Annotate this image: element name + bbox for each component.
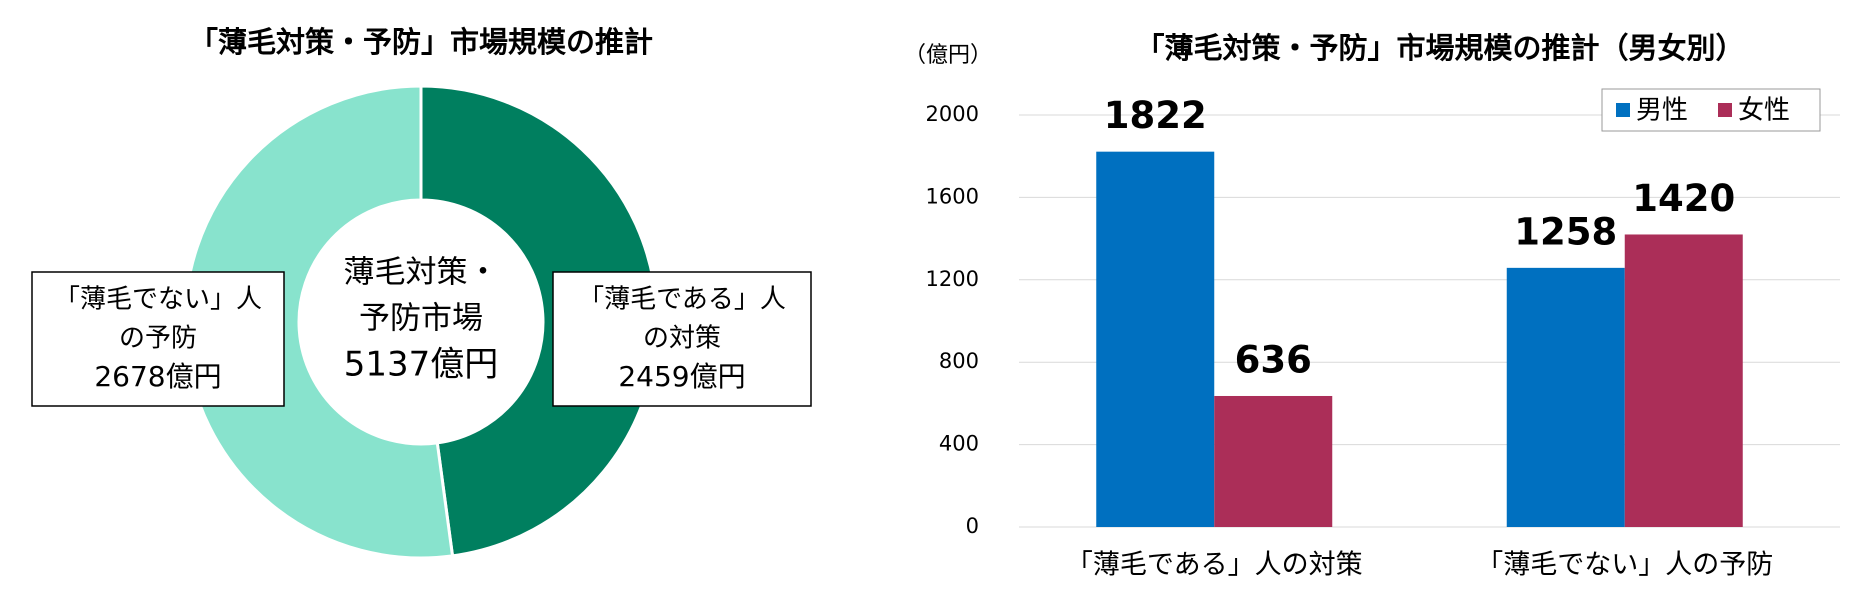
y-axis-unit: （億円） bbox=[904, 43, 992, 68]
x-tick-label: 「薄毛である」人の対策 bbox=[1066, 550, 1363, 581]
data-label: 636 bbox=[1235, 338, 1312, 381]
y-tick-label: 0 bbox=[966, 514, 979, 538]
slice-label: の予防 bbox=[119, 324, 197, 354]
label-box bbox=[552, 271, 812, 407]
bar bbox=[1506, 267, 1625, 527]
data-label: 1822 bbox=[1104, 94, 1207, 137]
label-box bbox=[31, 271, 285, 407]
center-label: 5137億円 bbox=[344, 345, 499, 385]
y-tick-label: 2000 bbox=[926, 102, 979, 126]
y-tick-label: 1200 bbox=[926, 267, 979, 291]
bar bbox=[1096, 151, 1215, 527]
y-tick-label: 800 bbox=[939, 349, 979, 373]
x-tick-label: 「薄毛でない」人の予防 bbox=[1476, 550, 1773, 581]
chart-title: 「薄毛対策・予防」市場規模の推計 bbox=[189, 25, 653, 59]
slice-label: 「薄毛でない」人 bbox=[54, 285, 262, 315]
bar bbox=[1624, 234, 1743, 528]
bar bbox=[1214, 395, 1333, 527]
data-label: 1258 bbox=[1514, 210, 1617, 253]
center-label: 予防市場 bbox=[359, 301, 483, 337]
value-label: 2678億円 bbox=[94, 360, 221, 393]
legend-label: 女性 bbox=[1738, 96, 1790, 126]
slice-label: 「薄毛である」人 bbox=[578, 285, 786, 315]
data-label: 1420 bbox=[1632, 177, 1735, 220]
slice-label: の対策 bbox=[643, 324, 721, 354]
legend-swatch bbox=[1718, 103, 1732, 117]
chart-title: 「薄毛対策・予防」市場規模の推計（男女別） bbox=[1135, 31, 1744, 65]
legend-swatch bbox=[1616, 103, 1630, 117]
donut-slice bbox=[419, 84, 659, 558]
y-tick-label: 400 bbox=[939, 432, 979, 456]
legend-label: 男性 bbox=[1636, 96, 1688, 126]
donut-slice bbox=[183, 84, 455, 560]
center-label: 薄毛対策・ bbox=[344, 255, 499, 291]
legend-box bbox=[1601, 88, 1821, 132]
y-tick-label: 1600 bbox=[926, 184, 979, 208]
value-label: 2459億円 bbox=[618, 360, 745, 393]
